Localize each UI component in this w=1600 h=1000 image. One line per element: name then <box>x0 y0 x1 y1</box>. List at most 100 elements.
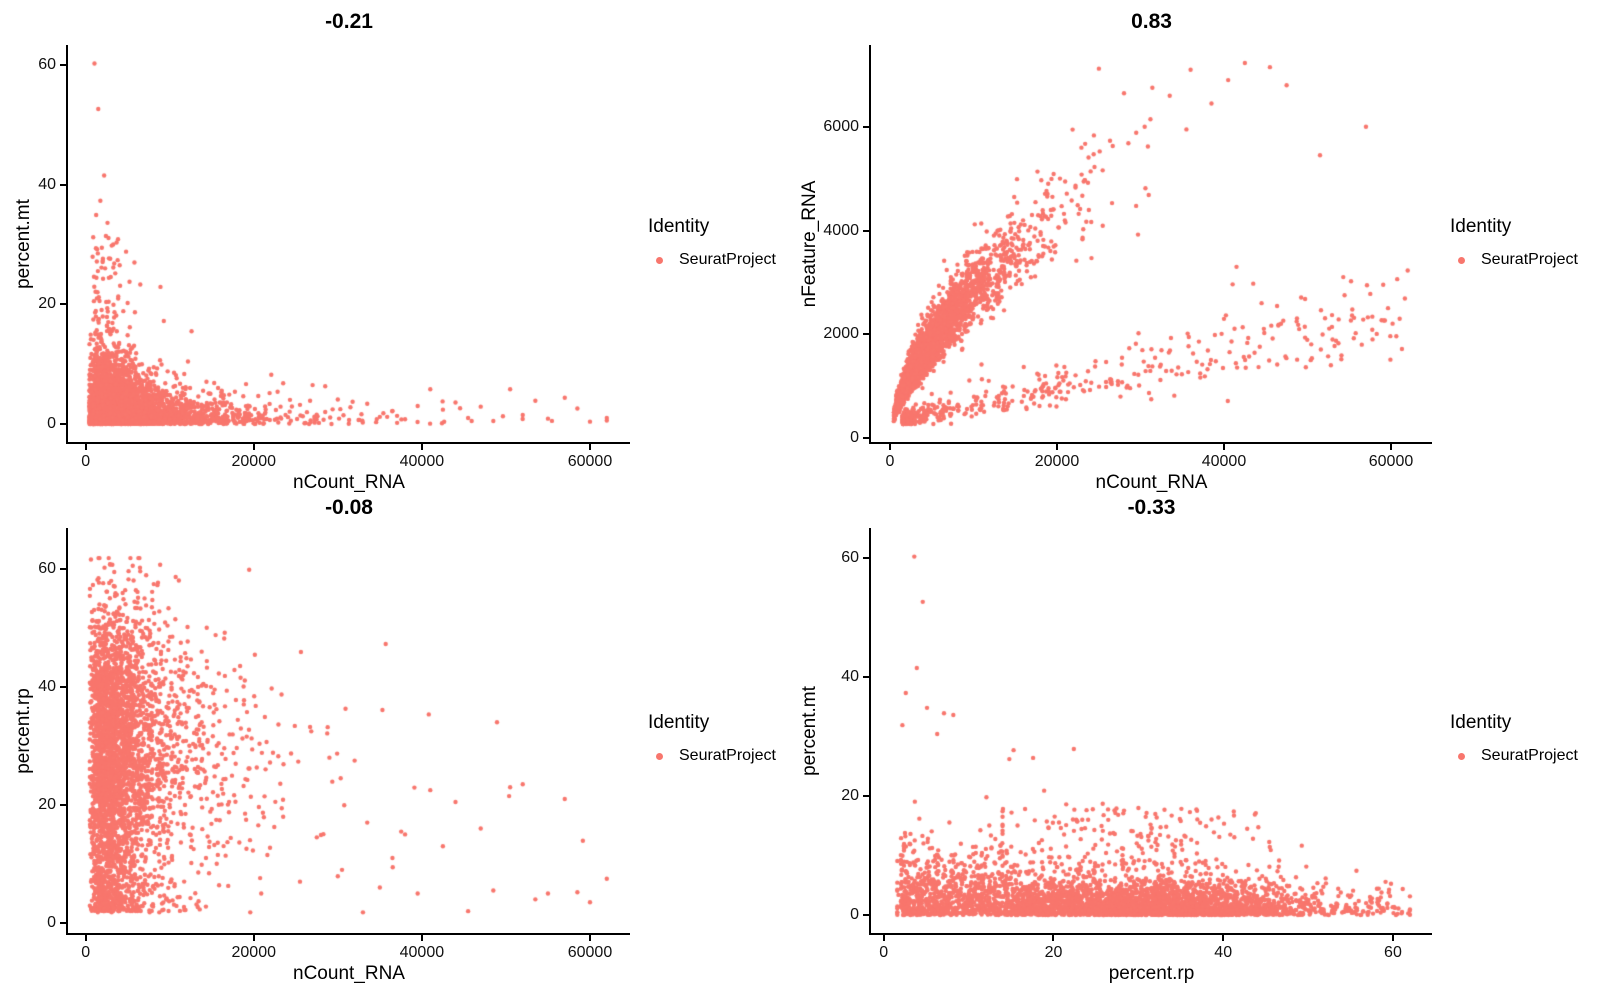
x-tick-label: 60000 <box>567 453 613 470</box>
y-tick-label: 20 <box>38 295 56 313</box>
y-tick-label: 0 <box>850 429 859 446</box>
x-tick-mark <box>1222 935 1225 941</box>
y-tick-label: 20 <box>38 795 56 813</box>
y-axis-line <box>66 528 68 935</box>
x-tick-label: 20000 <box>231 453 277 470</box>
legend-title: Identity <box>1450 216 1512 237</box>
x-tick-label: 20 <box>1044 944 1063 961</box>
panel-title: -0.33 <box>1127 496 1176 519</box>
legend: Identity SeuratProject <box>648 712 776 765</box>
y-tick-mark <box>60 63 66 66</box>
legend-item-label: SeuratProject <box>679 251 776 268</box>
panel-mt-vs-ncount: -0.21 percent.mt nCount_RNA Identity Seu… <box>0 0 800 510</box>
y-tick-label: 40 <box>841 667 859 685</box>
panel-title: -0.21 <box>325 10 373 33</box>
x-tick-label: 60000 <box>1368 453 1414 470</box>
x-tick-label: 40000 <box>399 944 445 961</box>
legend-point-icon <box>1458 256 1465 264</box>
x-tick-mark <box>84 444 87 450</box>
legend-item-label: SeuratProject <box>1481 251 1578 268</box>
x-tick-mark <box>588 444 591 450</box>
legend-title: Identity <box>1450 712 1512 733</box>
x-axis-line <box>66 933 630 935</box>
legend: Identity SeuratProject <box>648 216 776 269</box>
y-tick-label: 2000 <box>823 325 859 343</box>
x-tick-mark <box>882 935 885 941</box>
x-tick-mark <box>888 444 891 450</box>
x-tick-mark <box>1222 444 1225 450</box>
y-axis-line <box>869 528 871 935</box>
y-tick-label: 40 <box>38 677 56 695</box>
y-tick-mark <box>60 303 66 306</box>
y-tick-label: 0 <box>850 906 859 924</box>
legend-item-label: SeuratProject <box>1481 747 1578 764</box>
y-axis-line <box>66 45 68 444</box>
x-tick-mark <box>588 935 591 941</box>
x-tick-mark <box>420 444 423 450</box>
x-tick-mark <box>1390 444 1392 450</box>
y-tick-label: 60 <box>38 55 56 73</box>
y-tick-label: 4000 <box>823 221 859 239</box>
legend-item: SeuratProject <box>1450 747 1578 765</box>
x-tick-label: 40000 <box>399 453 445 470</box>
scatter-points-canvas <box>871 45 1432 442</box>
y-tick-label: 6000 <box>823 117 859 135</box>
y-tick-mark <box>60 685 66 688</box>
x-tick-mark <box>420 935 423 941</box>
y-tick-label: 0 <box>47 415 56 433</box>
scatter-points-canvas <box>68 528 630 933</box>
y-tick-mark <box>863 675 869 678</box>
y-tick-mark <box>60 423 66 426</box>
x-tick-label: 0 <box>885 453 895 470</box>
x-tick-mark <box>1052 935 1055 941</box>
legend-item: SeuratProject <box>1450 251 1578 269</box>
panel-mt-vs-rp: -0.33 percent.mt percent.rp Identity Seu… <box>799 490 1600 1000</box>
y-tick-mark <box>60 921 66 924</box>
legend-title: Identity <box>648 712 710 733</box>
x-tick-mark <box>84 935 87 941</box>
y-tick-mark <box>863 914 869 917</box>
y-axis-label: percent.mt <box>13 198 34 289</box>
x-axis-line <box>66 442 630 444</box>
legend: Identity SeuratProject <box>1450 712 1578 765</box>
y-tick-label: 0 <box>47 913 56 931</box>
x-tick-label: 40 <box>1214 944 1233 961</box>
y-axis-label: percent.mt <box>799 685 820 776</box>
scatter-points-canvas <box>68 45 630 442</box>
x-tick-mark <box>1391 935 1394 941</box>
y-tick-mark <box>863 556 869 559</box>
y-axis-line <box>869 45 871 444</box>
legend-title: Identity <box>648 216 710 237</box>
scatter-points-canvas <box>871 528 1432 933</box>
x-tick-label: 0 <box>879 944 889 961</box>
y-tick-mark <box>863 229 869 232</box>
y-tick-mark <box>60 567 66 570</box>
panel-rp-vs-ncount: -0.08 percent.rp nCount_RNA Identity Seu… <box>0 490 800 1000</box>
panel-nfeature-vs-ncount: 0.83 nFeature_RNA nCount_RNA Identity Se… <box>799 0 1600 510</box>
panel-title: -0.08 <box>325 496 373 519</box>
x-tick-label: 60000 <box>567 944 613 961</box>
x-tick-label: 40000 <box>1201 453 1247 470</box>
y-tick-mark <box>863 125 869 128</box>
y-tick-label: 20 <box>841 787 859 804</box>
y-tick-label: 60 <box>841 548 859 566</box>
x-tick-label: 0 <box>81 944 91 961</box>
y-axis-label: nFeature_RNA <box>799 180 820 307</box>
y-tick-mark <box>60 183 66 186</box>
legend-point-icon <box>1458 752 1465 760</box>
x-axis-label: nCount_RNA <box>1095 472 1208 493</box>
panel-title: 0.83 <box>1131 10 1172 33</box>
x-axis-label: nCount_RNA <box>293 963 405 984</box>
legend-item-label: SeuratProject <box>679 747 776 764</box>
x-axis-label: percent.rp <box>1108 963 1195 984</box>
x-tick-label: 20000 <box>1034 453 1080 470</box>
x-axis-line <box>869 442 1432 444</box>
x-axis-label: nCount_RNA <box>293 472 405 493</box>
x-axis-line <box>869 933 1432 935</box>
legend: Identity SeuratProject <box>1450 216 1578 269</box>
legend-item: SeuratProject <box>648 251 776 269</box>
y-tick-mark <box>863 333 869 336</box>
y-tick-mark <box>863 437 869 439</box>
y-axis-label: percent.rp <box>13 687 34 774</box>
x-tick-label: 0 <box>81 453 91 470</box>
